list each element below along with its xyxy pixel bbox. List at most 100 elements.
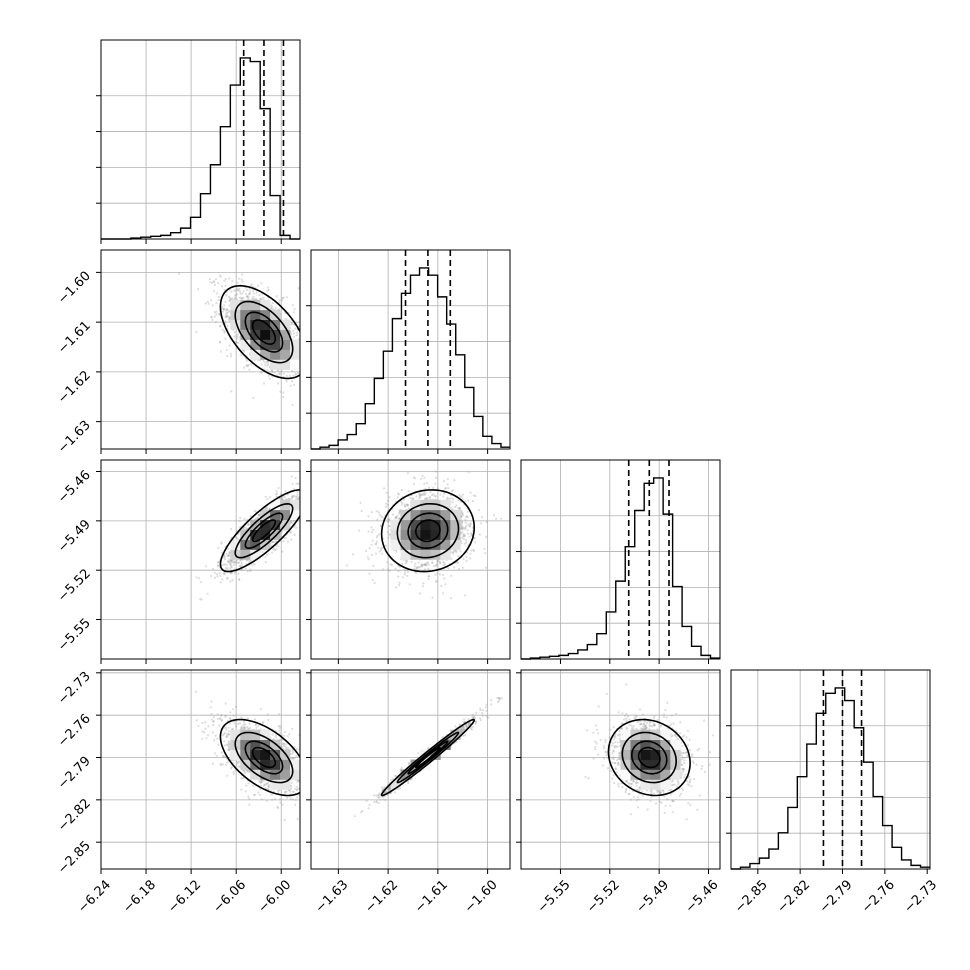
sample-point (460, 518, 463, 521)
histogram-panel-1 (306, 249, 511, 454)
sample-point (286, 493, 289, 496)
sample-point (234, 294, 237, 297)
sample-point (318, 484, 320, 486)
sample-point (374, 543, 377, 546)
sample-point (457, 507, 460, 510)
density-block (230, 539, 241, 550)
sample-point (216, 292, 219, 295)
sample-point (397, 492, 400, 495)
sample-point (470, 533, 473, 536)
sample-point (245, 295, 248, 298)
sample-point (418, 566, 421, 569)
sample-point (389, 563, 392, 566)
density-block (280, 319, 291, 330)
contour-line (396, 502, 460, 559)
sample-point (242, 350, 246, 353)
sample-point (469, 557, 472, 560)
sample-point (401, 576, 404, 579)
sample-point (259, 788, 262, 791)
sample-point (303, 512, 305, 514)
sample-point (275, 495, 278, 498)
sample-point (442, 479, 446, 483)
sample-point (462, 537, 465, 541)
sample-point (260, 370, 263, 374)
sample-point (385, 491, 389, 495)
sample-point (235, 341, 238, 344)
sample-point (279, 493, 283, 496)
sample-point (216, 561, 219, 564)
sample-point (219, 581, 222, 584)
sample-point (246, 295, 249, 299)
sample-point (223, 572, 227, 575)
sample-point (301, 393, 303, 395)
sample-point (414, 562, 417, 565)
sample-point (464, 539, 467, 542)
sample-point (293, 335, 296, 338)
sample-point (238, 287, 241, 290)
sample-point (368, 572, 371, 575)
sample-point (274, 306, 277, 310)
sample-point (229, 561, 232, 564)
sample-point (303, 818, 305, 820)
sample-point (280, 299, 283, 302)
sample-point (301, 520, 303, 522)
sample-point (406, 570, 410, 574)
density-block (440, 539, 451, 550)
sample-point (222, 563, 225, 566)
sample-point (485, 566, 488, 569)
density-block (260, 309, 271, 320)
sample-point (264, 507, 267, 510)
sample-point (290, 520, 293, 523)
sample-point (225, 315, 228, 318)
sample-point (400, 503, 404, 506)
sample-point (283, 731, 286, 734)
sample-point (480, 516, 483, 519)
sample-point (292, 311, 295, 314)
sample-point (358, 529, 361, 532)
sample-point (213, 283, 216, 286)
sample-point (303, 787, 305, 789)
sample-point (236, 281, 240, 284)
sample-point (460, 526, 463, 529)
sample-point (247, 523, 250, 526)
sample-point (386, 568, 389, 571)
sample-point (295, 331, 298, 334)
sample-point (246, 769, 249, 773)
sample-point (237, 341, 240, 344)
sample-point (411, 497, 414, 500)
density-block (280, 339, 291, 350)
sample-point (307, 500, 309, 502)
sample-point (313, 364, 315, 366)
sample-point (457, 499, 460, 502)
sample-point (303, 351, 305, 353)
sample-point (421, 585, 424, 588)
sample-point (387, 521, 390, 524)
sample-point (248, 288, 251, 291)
sample-point (321, 379, 323, 381)
sample-point (303, 492, 305, 494)
scatter-panel-0-3 (96, 669, 314, 874)
density-block (450, 509, 461, 521)
sample-point (439, 561, 442, 564)
sample-point (303, 496, 305, 498)
sample-point (284, 537, 287, 540)
sample-point (213, 290, 216, 293)
sample-point (291, 496, 294, 499)
sample-point (276, 382, 279, 385)
sample-point (413, 477, 417, 480)
sample-point (435, 580, 438, 583)
sample-point (234, 769, 237, 772)
sample-point (321, 478, 323, 480)
sample-point (423, 497, 426, 500)
sample-point (229, 352, 232, 355)
sample-point (231, 579, 234, 582)
sample-point (466, 532, 470, 535)
sample-point (239, 292, 242, 295)
sample-point (360, 509, 363, 513)
sample-point (312, 777, 314, 779)
sample-point (426, 561, 429, 564)
sample-point (466, 515, 469, 519)
sample-point (295, 334, 298, 337)
sample-point (304, 495, 306, 497)
sample-point (270, 305, 274, 308)
